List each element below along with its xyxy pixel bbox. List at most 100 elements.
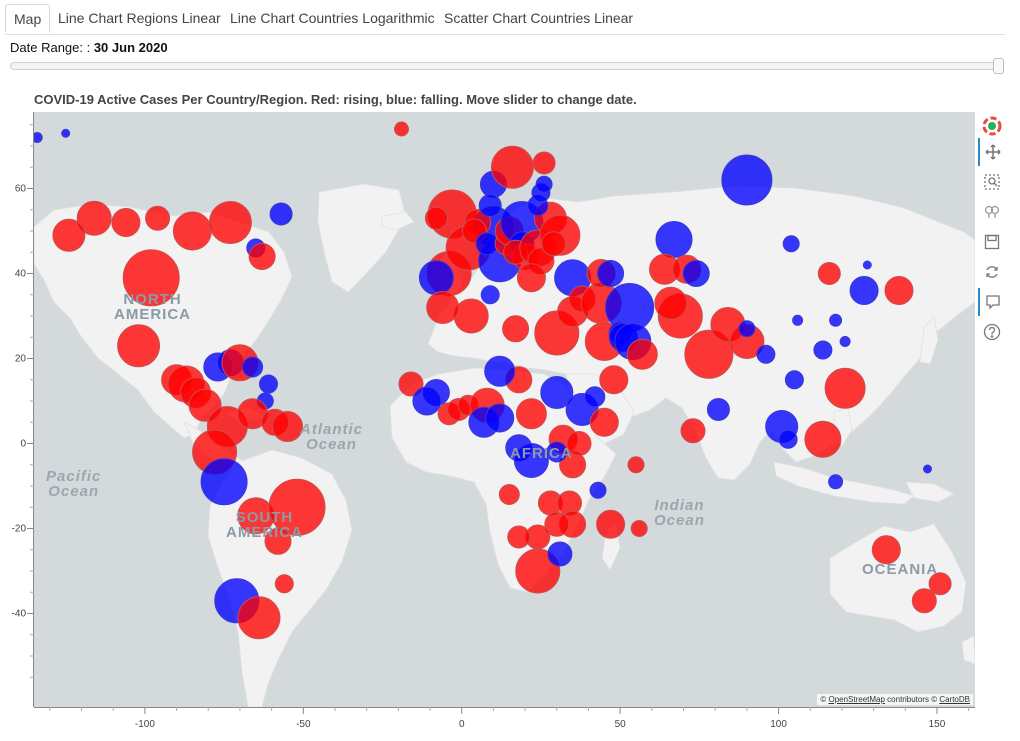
country-bubble-falling[interactable] — [849, 276, 879, 305]
country-bubble-falling[interactable] — [418, 260, 454, 296]
country-bubble-rising[interactable] — [626, 338, 658, 370]
hover-icon[interactable] — [978, 288, 1006, 316]
country-bubble-falling[interactable] — [540, 376, 574, 409]
country-bubble-rising[interactable] — [596, 509, 626, 539]
box-zoom-icon[interactable] — [978, 168, 1006, 196]
osm-link[interactable]: OpenStreetMap — [828, 695, 885, 704]
country-bubble-falling[interactable] — [782, 235, 800, 253]
country-bubble-falling[interactable] — [706, 398, 730, 421]
country-bubble-rising[interactable] — [804, 420, 842, 458]
country-bubble-falling[interactable] — [813, 340, 833, 360]
country-bubble-rising[interactable] — [453, 298, 489, 334]
country-bubble-rising[interactable] — [824, 367, 866, 409]
world-map[interactable] — [34, 112, 975, 707]
country-bubble-falling[interactable] — [756, 344, 776, 364]
country-bubble-rising[interactable] — [398, 371, 424, 397]
country-bubble-falling[interactable] — [721, 154, 773, 206]
country-bubble-falling[interactable] — [546, 441, 568, 463]
country-bubble-falling[interactable] — [484, 355, 516, 387]
country-bubble-falling[interactable] — [535, 175, 553, 193]
country-bubble-rising[interactable] — [52, 218, 86, 252]
country-bubble-falling[interactable] — [485, 403, 515, 433]
country-bubble-rising[interactable] — [502, 315, 530, 343]
country-bubble-falling[interactable] — [738, 320, 756, 338]
map-plot[interactable]: NORTH AMERICA SOUTH AMERICA AFRICA OCEAN… — [34, 112, 975, 707]
country-bubble-rising[interactable] — [237, 596, 281, 640]
country-bubble-rising[interactable] — [117, 324, 161, 368]
country-bubble-rising[interactable] — [274, 574, 294, 594]
country-bubble-rising[interactable] — [654, 286, 688, 320]
country-bubble-falling[interactable] — [839, 336, 851, 347]
country-bubble-rising[interactable] — [928, 572, 952, 596]
country-bubble-rising[interactable] — [871, 535, 901, 565]
country-bubble-rising[interactable] — [630, 520, 648, 537]
country-bubble-rising[interactable] — [541, 231, 567, 257]
country-bubble-falling[interactable] — [655, 221, 693, 258]
help-icon[interactable] — [978, 318, 1006, 346]
country-bubble-falling[interactable] — [829, 313, 843, 327]
country-bubble-rising[interactable] — [544, 511, 570, 537]
reset-icon[interactable] — [978, 258, 1006, 286]
country-bubble-rising[interactable] — [76, 200, 112, 236]
wheel-zoom-icon[interactable] — [978, 198, 1006, 226]
country-bubble-rising[interactable] — [122, 249, 180, 307]
country-bubble-rising[interactable] — [426, 291, 460, 324]
country-bubble-rising[interactable] — [248, 243, 276, 270]
country-bubble-rising[interactable] — [111, 208, 141, 237]
tab-line-chart-regions-linear[interactable]: Line Chart Regions Linear — [58, 10, 221, 26]
tab-line-chart-countries-log[interactable]: Line Chart Countries Logarithmic — [230, 10, 435, 26]
date-slider-handle[interactable] — [993, 58, 1004, 74]
save-icon[interactable] — [978, 228, 1006, 256]
country-bubble-rising[interactable] — [884, 276, 914, 305]
country-bubble-falling[interactable] — [242, 356, 264, 378]
country-bubble-rising[interactable] — [599, 365, 629, 395]
carto-link[interactable]: CartoDB — [939, 695, 970, 704]
country-bubble-rising[interactable] — [394, 121, 409, 137]
country-bubble-falling[interactable] — [34, 132, 43, 143]
country-bubble-falling[interactable] — [478, 194, 502, 217]
country-bubble-rising[interactable] — [507, 525, 531, 549]
country-bubble-rising[interactable] — [264, 527, 292, 555]
country-bubble-rising[interactable] — [516, 263, 546, 293]
country-bubble-falling[interactable] — [923, 464, 932, 474]
date-slider-track[interactable] — [10, 62, 1004, 70]
country-bubble-falling[interactable] — [792, 314, 804, 326]
country-bubble-falling[interactable] — [778, 429, 798, 449]
country-bubble-falling[interactable] — [200, 458, 248, 506]
country-bubble-falling[interactable] — [597, 260, 625, 287]
country-bubble-rising[interactable] — [498, 484, 520, 505]
country-bubble-rising[interactable] — [268, 478, 326, 536]
country-bubble-rising[interactable] — [424, 206, 448, 230]
country-bubble-rising[interactable] — [515, 398, 547, 430]
country-bubble-rising[interactable] — [145, 205, 171, 231]
tab-scatter-chart-countries-linear[interactable]: Scatter Chart Countries Linear — [444, 10, 634, 26]
country-bubble-rising[interactable] — [208, 201, 252, 244]
country-bubble-falling[interactable] — [480, 285, 500, 305]
country-bubble-falling[interactable] — [862, 260, 872, 270]
country-bubble-rising[interactable] — [515, 548, 561, 594]
country-bubble-falling[interactable] — [61, 128, 71, 138]
country-bubble-rising[interactable] — [172, 211, 212, 251]
country-bubble-rising[interactable] — [490, 145, 534, 189]
country-bubble-falling[interactable] — [269, 202, 293, 226]
country-bubble-falling[interactable] — [784, 370, 804, 390]
country-bubble-rising[interactable] — [911, 588, 937, 614]
country-bubble-falling[interactable] — [828, 474, 844, 490]
country-bubble-rising[interactable] — [817, 262, 841, 285]
country-bubble-rising[interactable] — [272, 411, 303, 442]
country-bubble-rising[interactable] — [532, 151, 556, 175]
country-bubble-rising[interactable] — [627, 456, 645, 474]
bokeh-logo-icon[interactable] — [978, 112, 1006, 140]
country-bubble-falling[interactable] — [547, 541, 573, 567]
pan-icon[interactable] — [978, 138, 1006, 166]
country-bubble-falling[interactable] — [584, 386, 606, 408]
country-bubble-falling[interactable] — [589, 481, 607, 499]
country-bubble-falling[interactable] — [259, 374, 278, 394]
country-bubble-falling[interactable] — [412, 386, 442, 416]
country-bubble-rising[interactable] — [684, 329, 734, 379]
country-bubble-rising[interactable] — [680, 418, 706, 444]
country-bubble-falling[interactable] — [682, 260, 710, 287]
country-bubble-rising[interactable] — [566, 431, 592, 456]
tab-map[interactable]: Map — [5, 4, 51, 33]
country-bubble-falling[interactable] — [513, 443, 549, 478]
